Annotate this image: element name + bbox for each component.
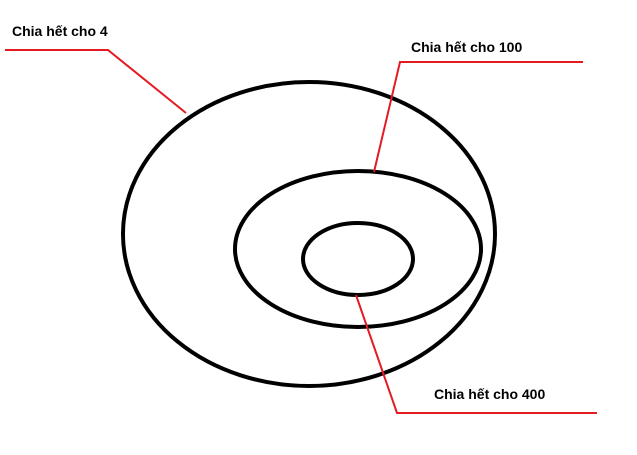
inner-ellipse <box>301 221 415 297</box>
middle-label: Chia hết cho 100 <box>411 39 522 55</box>
middle-leader-line <box>373 61 583 173</box>
outer-ellipse <box>121 80 497 388</box>
inner-label: Chia hết cho 400 <box>434 386 545 402</box>
outer-leader-line <box>5 49 187 114</box>
inner-leader-line <box>355 294 597 414</box>
outer-label: Chia hết cho 4 <box>12 23 108 39</box>
middle-ellipse <box>233 169 483 329</box>
